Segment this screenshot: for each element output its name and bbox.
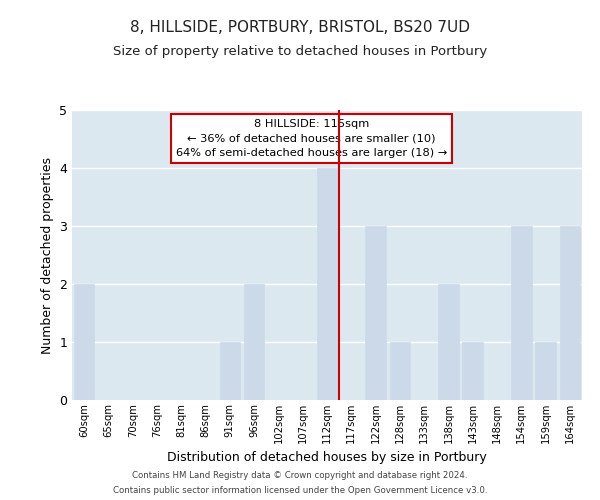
- Text: Contains HM Land Registry data © Crown copyright and database right 2024.: Contains HM Land Registry data © Crown c…: [132, 471, 468, 480]
- Text: Contains public sector information licensed under the Open Government Licence v3: Contains public sector information licen…: [113, 486, 487, 495]
- Bar: [365, 226, 386, 400]
- Bar: [317, 168, 337, 400]
- Text: 8, HILLSIDE, PORTBURY, BRISTOL, BS20 7UD: 8, HILLSIDE, PORTBURY, BRISTOL, BS20 7UD: [130, 20, 470, 35]
- Bar: [74, 284, 94, 400]
- Bar: [535, 342, 556, 400]
- Bar: [511, 226, 532, 400]
- Bar: [560, 226, 580, 400]
- Bar: [389, 342, 410, 400]
- X-axis label: Distribution of detached houses by size in Portbury: Distribution of detached houses by size …: [167, 452, 487, 464]
- Bar: [463, 342, 483, 400]
- Text: 8 HILLSIDE: 115sqm
← 36% of detached houses are smaller (10)
64% of semi-detache: 8 HILLSIDE: 115sqm ← 36% of detached hou…: [176, 118, 448, 158]
- Y-axis label: Number of detached properties: Number of detached properties: [41, 156, 53, 354]
- Bar: [244, 284, 265, 400]
- Text: Size of property relative to detached houses in Portbury: Size of property relative to detached ho…: [113, 45, 487, 58]
- Bar: [220, 342, 240, 400]
- Bar: [438, 284, 459, 400]
